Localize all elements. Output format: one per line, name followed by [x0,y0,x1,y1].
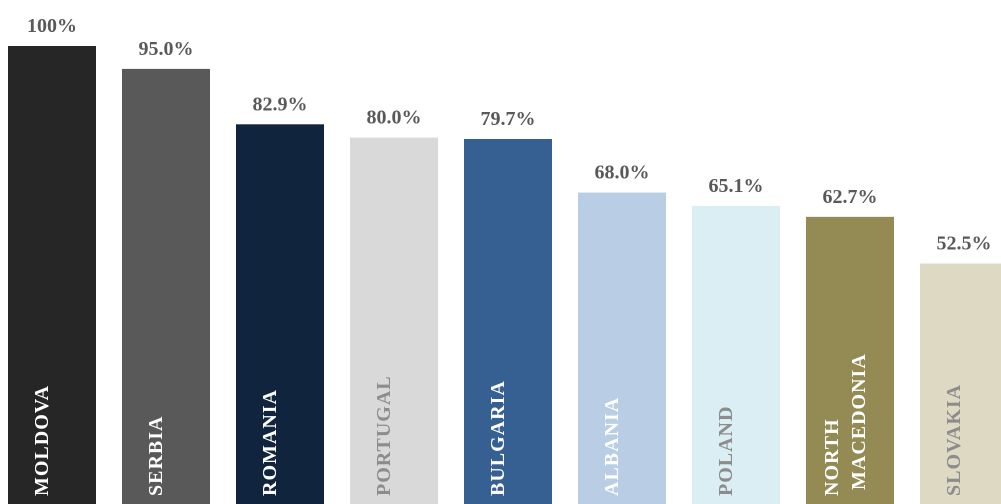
bar [236,124,324,504]
category-label: POLAND [715,406,737,496]
bar [8,46,96,504]
value-label: 62.7% [823,186,878,208]
category-label: ROMANIA [259,389,281,496]
category-label: SERBIA [145,416,167,496]
category-label: ALBANIA [601,397,623,496]
bar [920,263,1001,504]
value-label: 79.7% [481,108,536,130]
value-label: 82.9% [253,93,308,115]
value-label: 65.1% [709,175,764,197]
value-label: 68.0% [595,162,650,184]
bar [578,192,666,504]
category-label: MOLDOVA [31,385,53,496]
bar [122,68,210,504]
value-label: 100% [27,15,77,37]
category-label: BULGARIA [487,380,509,496]
category-label: SLOVAKIA [943,384,965,496]
bar [350,137,438,504]
bar [806,216,894,504]
category-label: NORTH MACEDONIA [821,353,870,496]
value-label: 80.0% [367,107,422,129]
bar [692,205,780,504]
bar [464,138,552,504]
value-label: 95.0% [139,38,194,60]
category-label: PORTUGAL [373,375,395,496]
value-label: 52.5% [937,233,992,255]
